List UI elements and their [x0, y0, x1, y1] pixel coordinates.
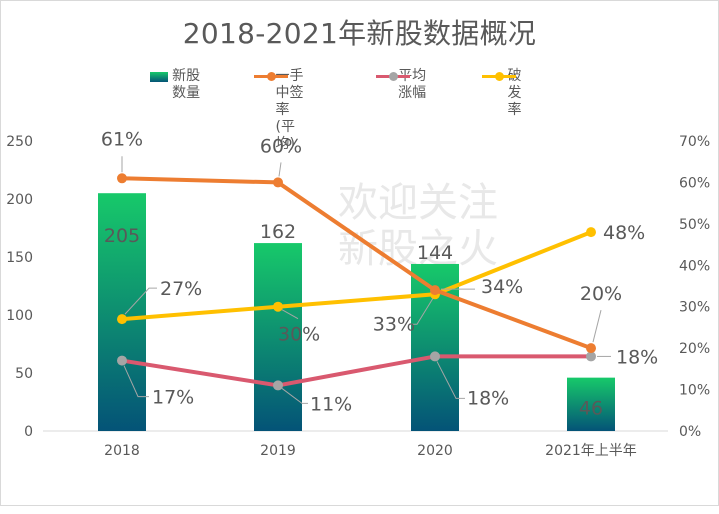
legend-item-avg-gain[interactable]: 平均涨幅 [376, 68, 428, 102]
bar [567, 377, 615, 431]
y-right-tick-label: 20% [679, 341, 710, 357]
line-series [117, 173, 596, 391]
series-marker [117, 173, 127, 184]
line-data-label: 27% [160, 278, 202, 300]
y-right-tick-label: 60% [679, 175, 710, 191]
legend-bar-swatch [150, 72, 169, 82]
bar-data-label: 144 [417, 242, 453, 264]
bar [98, 193, 146, 431]
y-left-tick-label: 0 [24, 424, 33, 440]
leader-line [124, 287, 157, 315]
line-data-label: 18% [616, 346, 658, 368]
series-marker [430, 351, 440, 362]
data-labels: 205 162 144 46 61% 60% 34% 20% 17% 11% 18% 18% 27% 30… [101, 128, 658, 419]
watermark-line-1: 欢迎关注 [338, 180, 498, 226]
legend-line-swatch [254, 68, 288, 86]
bar-data-label: 162 [260, 221, 296, 243]
line-data-label: 33% [373, 313, 415, 335]
line-data-label: 34% [481, 276, 523, 298]
line-data-label: 11% [310, 393, 352, 415]
series-marker [586, 351, 596, 362]
series-line [121, 176, 592, 351]
line-data-label: 17% [152, 387, 194, 409]
bar-data-label: 46 [579, 398, 603, 420]
legend-item-allotment-rate[interactable]: 一手中签率 (平均) [254, 68, 311, 153]
legend-label: 新股数量 [172, 68, 201, 101]
leader-line [281, 388, 308, 404]
line-data-label: 30% [278, 324, 320, 346]
y-right-tick-label: 0% [679, 424, 701, 440]
y-left-tick-label: 200 [6, 192, 33, 208]
legend-label: 平均涨幅 [398, 68, 427, 101]
y-right-tick-label: 10% [679, 383, 710, 399]
y-left-tick-label: 250 [6, 134, 33, 150]
series-line [121, 354, 591, 388]
series-marker [273, 380, 283, 391]
chart-title: 2018-2021年新股数据概况 [182, 17, 537, 50]
leader-line [436, 361, 465, 399]
series-marker [430, 285, 440, 296]
y-right-tick-label: 30% [679, 300, 710, 316]
legend-label: 一手中签率 (平均) [275, 68, 311, 153]
legend-line-swatch [376, 68, 410, 86]
y-left-tick-label: 100 [6, 308, 33, 324]
leader-line [123, 365, 149, 398]
y-axis-left: 0 50 100 150 200 250 [6, 134, 33, 440]
series-marker [117, 314, 127, 325]
y-axis-right: 0% 10% 20% 30% 40% 50% 60% 70% [679, 134, 710, 440]
legend-label-line2: (平均) [275, 119, 295, 152]
legend-item-break-rate[interactable]: 破发率 [482, 68, 534, 119]
leader-line [278, 162, 282, 177]
line-data-label: 48% [603, 222, 645, 244]
line-data-label: 20% [580, 283, 622, 305]
series-line [121, 230, 592, 322]
bar-data-label: 205 [104, 225, 140, 247]
x-tick-label: 2019 [260, 443, 296, 459]
y-right-tick-label: 50% [679, 217, 710, 233]
y-left-tick-label: 50 [15, 366, 33, 382]
leader-line [592, 310, 602, 343]
legend-item-ipo-count[interactable]: 新股数量 [150, 68, 202, 102]
leader-line [409, 298, 434, 325]
bar-series [98, 193, 615, 431]
x-axis: 2018 2019 2020 2021年上半年 [104, 443, 637, 459]
series-marker [273, 301, 283, 312]
series-marker [586, 343, 596, 354]
series-marker [586, 227, 596, 238]
x-tick-label: 2018 [104, 443, 140, 459]
series-marker [273, 177, 283, 188]
legend-line-swatch [482, 68, 516, 86]
x-tick-label: 2021年上半年 [545, 443, 637, 459]
y-right-tick-label: 40% [679, 258, 710, 274]
line-data-label: 18% [467, 387, 509, 409]
leader-line [281, 309, 299, 320]
y-right-tick-label: 70% [679, 134, 710, 150]
y-left-tick-label: 150 [6, 250, 33, 266]
x-tick-label: 2020 [417, 443, 453, 459]
series-marker [117, 355, 127, 366]
legend-label-line1: 一手中签率 [275, 68, 304, 118]
line-data-label: 61% [101, 128, 143, 150]
line-data-label: 60% [260, 135, 302, 157]
bar [254, 243, 302, 431]
